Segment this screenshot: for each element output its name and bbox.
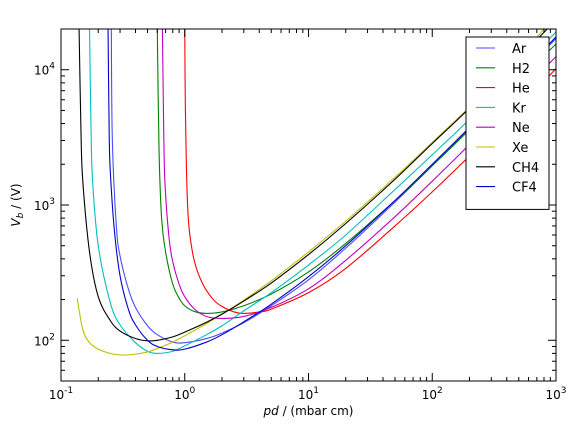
y-axis-label: Vb / (V) — [9, 183, 26, 226]
x-axis-label: pd / (mbar cm) — [263, 404, 354, 418]
series-line-kr — [88, 29, 556, 354]
x-tick-label: 102 — [422, 386, 443, 402]
y-tick-label: 103 — [34, 197, 55, 213]
y-tick-label: 104 — [34, 62, 55, 78]
x-tick-label: 10-1 — [49, 386, 73, 402]
legend-label-kr: Kr — [512, 101, 527, 116]
series-line-cf4 — [107, 29, 556, 351]
y-tick-label: 102 — [34, 332, 55, 348]
legend-label-he: He — [512, 82, 530, 97]
legend-label-xe: Xe — [512, 141, 528, 156]
legend-label-ar: Ar — [512, 42, 527, 57]
legend-label-ne: Ne — [512, 121, 530, 136]
series-line-ne — [161, 29, 556, 320]
series-line-he — [184, 29, 556, 314]
legend-label-cf4: CF4 — [512, 181, 537, 196]
series-line-h2 — [156, 29, 556, 314]
labels-layer: 10-1 100 101 102 103 102 103 104 pd / (mbar cm) V… — [9, 62, 567, 418]
x-tick-label: 103 — [545, 386, 566, 402]
series-layer — [76, 29, 556, 356]
legend-label-ch4: CH4 — [512, 161, 539, 176]
series-line-ch4 — [78, 29, 548, 342]
x-tick-label: 101 — [298, 386, 319, 402]
legend: Ar H2 He Kr Ne Xe CH4 CF4 — [465, 36, 550, 210]
x-tick-label: 100 — [174, 386, 195, 402]
legend-box — [465, 36, 550, 210]
legend-label-h2: H2 — [512, 62, 530, 77]
series-line-xe — [76, 29, 545, 356]
ticks-layer — [60, 28, 557, 382]
